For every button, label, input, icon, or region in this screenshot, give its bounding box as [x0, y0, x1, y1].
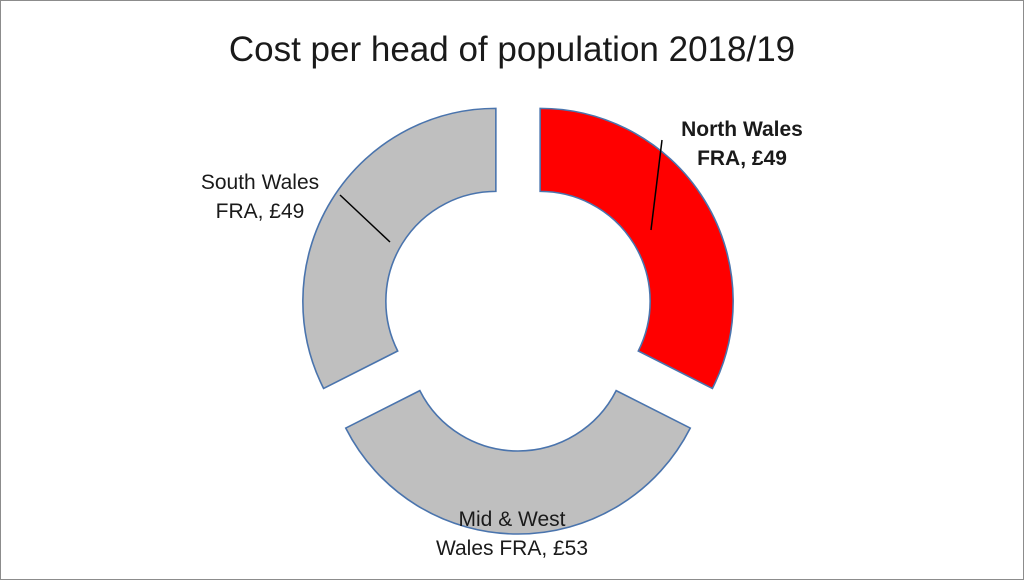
data-label-mid-west-wales-line2: Wales FRA, £53 — [435, 537, 589, 560]
data-label-north-wales: North Wales FRA, £49 — [642, 115, 842, 173]
slice-north-wales — [539, 107, 734, 390]
leader-line-north-wales — [650, 139, 663, 231]
data-label-south-wales-line2: FRA, £49 — [215, 200, 305, 223]
data-label-mid-west-wales: Mid & West Wales FRA, £53 — [412, 505, 612, 563]
data-label-north-wales-line1: North Wales — [681, 118, 803, 141]
slice-mid-west-wales — [344, 389, 692, 535]
leader-line-south-wales — [339, 194, 391, 243]
data-label-mid-west-wales-line1: Mid & West — [458, 508, 566, 531]
data-label-south-wales-line1: South Wales — [200, 171, 320, 194]
data-label-south-wales: South Wales FRA, £49 — [160, 168, 360, 226]
chart-title: Cost per head of population 2018/19 — [228, 30, 796, 69]
data-label-north-wales-line2: FRA, £49 — [697, 147, 787, 170]
slice-south-wales — [302, 107, 497, 390]
